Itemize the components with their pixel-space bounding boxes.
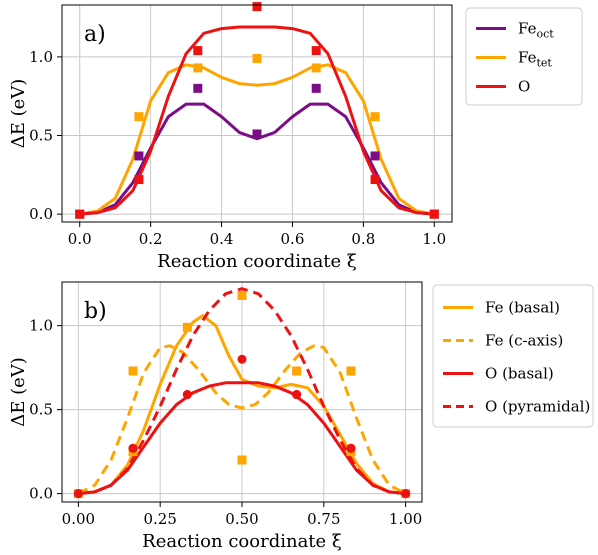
panel-a-xtick-label-2: 0.4 [210,230,234,248]
panel-a-xtick-label-1: 0.2 [139,230,163,248]
panel-b-legend-box [432,284,594,428]
panel-b-xtick-label-0: 0.00 [62,510,95,528]
panel-a-ylabel: ΔE (eV) [8,79,29,149]
panel-a-line-0 [79,102,435,216]
panel-b-ticks: 0.00 0.25 0.50 0.75 1.00 0.0 0.5 1.0 [29,317,422,528]
panel-b-point-3-5 [401,489,411,499]
panel-b-xtick-label-4: 1.00 [389,510,422,528]
panel-a-point-0-1 [134,151,144,161]
panel-b-point-2-3 [237,354,247,364]
panel-b-ylabel: ΔE (eV) [8,357,29,427]
panel-a-point-2-1 [134,175,144,185]
panel-b: 0.00 0.25 0.50 0.75 1.00 0.0 0.5 1.0 b) Reactio… [8,281,594,552]
panel-a-point-1-3 [252,53,262,63]
panel-b-xtick-label-1: 0.25 [143,510,176,528]
panel-b-line-1 [77,344,407,495]
panel-a-ticks: 0.0 0.2 0.4 0.6 0.8 1.0 0.0 0.5 1.0 [29,48,446,248]
panel-a-point-1-2 [193,63,203,73]
panel-b-legend-label-0: Fe (basal) [485,299,560,317]
panel-b-point-1-1 [237,290,247,300]
panel-a-point-1-4 [311,63,321,73]
panel-b-legend-name-2: O (basal) [485,365,554,383]
panel-a-xtick-label-3: 0.6 [281,230,305,248]
panel-a-ytick-label-1: 0.5 [29,127,53,145]
panel-a-legend-label-1: Fetet [518,49,552,70]
panel-a-legend-name-2: O [518,78,530,96]
panel-b-xlabel: Reaction coordinate ξ [142,531,342,552]
panel-a-frame [61,4,453,223]
panel-a-legend-name-0: Fe [518,20,537,38]
panel-b-point-3-0 [73,489,83,499]
panel-a-point-2-4 [311,46,321,56]
panel-a-xtick-label-0: 0.0 [68,230,92,248]
panel-a-point-0-5 [370,151,380,161]
panel-b-xtick-label-2: 0.50 [225,510,258,528]
panel-a-point-2-3 [252,2,262,12]
panel-b-legend-label-1: Fe (c-axis) [485,332,563,350]
panel-b-label: b) [84,299,107,324]
panel-b-point-3-4 [346,443,356,453]
panel-b-ytick-label-0: 0.0 [29,485,53,503]
panel-a-point-2-6 [429,209,439,219]
panel-a-series [75,2,439,219]
panel-a-point-0-4 [311,83,321,93]
panel-b-legend: Fe (basal) Fe (c-axis) O (basal) O (pyramid… [432,284,594,428]
panel-a-point-0-3 [252,129,262,139]
panel-a-legend-label-0: Feoct [518,20,554,41]
panel-b-point-3-1 [128,443,138,453]
panel-a-label: a) [84,22,106,47]
panel-b-legend-name-3: O (pyramidal) [485,398,590,416]
panel-a-ytick-label-2: 1.0 [29,48,53,66]
panel-a-point-2-5 [370,175,380,185]
panel-b-legend-label-2: O (basal) [485,365,554,383]
panel-a-point-1-5 [370,112,380,122]
panel-b-legend-name-1: Fe (c-axis) [485,332,563,350]
panel-a: 0.0 0.2 0.4 0.6 0.8 1.0 0.0 0.5 1.0 a) Reaction … [8,2,583,272]
panel-b-point-3-2 [182,390,192,400]
panel-b-line-3 [78,287,406,496]
panel-a-legend-subscript-1: tet [536,57,552,70]
panel-a-xtick-label-4: 0.8 [351,230,375,248]
panel-a-ytick-label-0: 0.0 [29,205,53,223]
panel-a-point-0-2 [193,83,203,93]
panel-b-point-1-2 [346,366,356,376]
panel-b-legend-name-0: Fe (basal) [485,299,560,317]
panel-a-legend-label-2: O [518,78,530,96]
panel-b-legend-label-3: O (pyramidal) [485,398,590,416]
panel-b-point-3-3 [292,390,302,400]
panel-b-point-0-2 [182,322,192,332]
panel-b-point-1-0 [128,366,138,376]
panel-a-point-2-2 [193,46,203,56]
panel-b-xtick-label-3: 0.75 [307,510,340,528]
panel-b-ytick-label-1: 0.5 [29,401,53,419]
panel-a-legend-name-1: Fe [518,49,537,67]
panel-a-legend-box [465,7,583,106]
panel-b-ytick-label-2: 1.0 [29,317,53,335]
panel-b-grid [62,282,422,502]
panel-a-xlabel: Reaction coordinate ξ [157,251,357,272]
panel-a-legend-subscript-0: oct [536,28,554,41]
panel-a-point-1-1 [134,112,144,122]
panel-b-point-0-4 [292,366,302,376]
panel-b-line-2 [78,381,406,496]
panel-b-point-0-3 [237,455,247,465]
panel-b-series [73,287,411,499]
panel-a-xtick-label-5: 1.0 [422,230,446,248]
panel-a-point-2-0 [75,209,85,219]
panel-a-line-1 [79,63,435,216]
